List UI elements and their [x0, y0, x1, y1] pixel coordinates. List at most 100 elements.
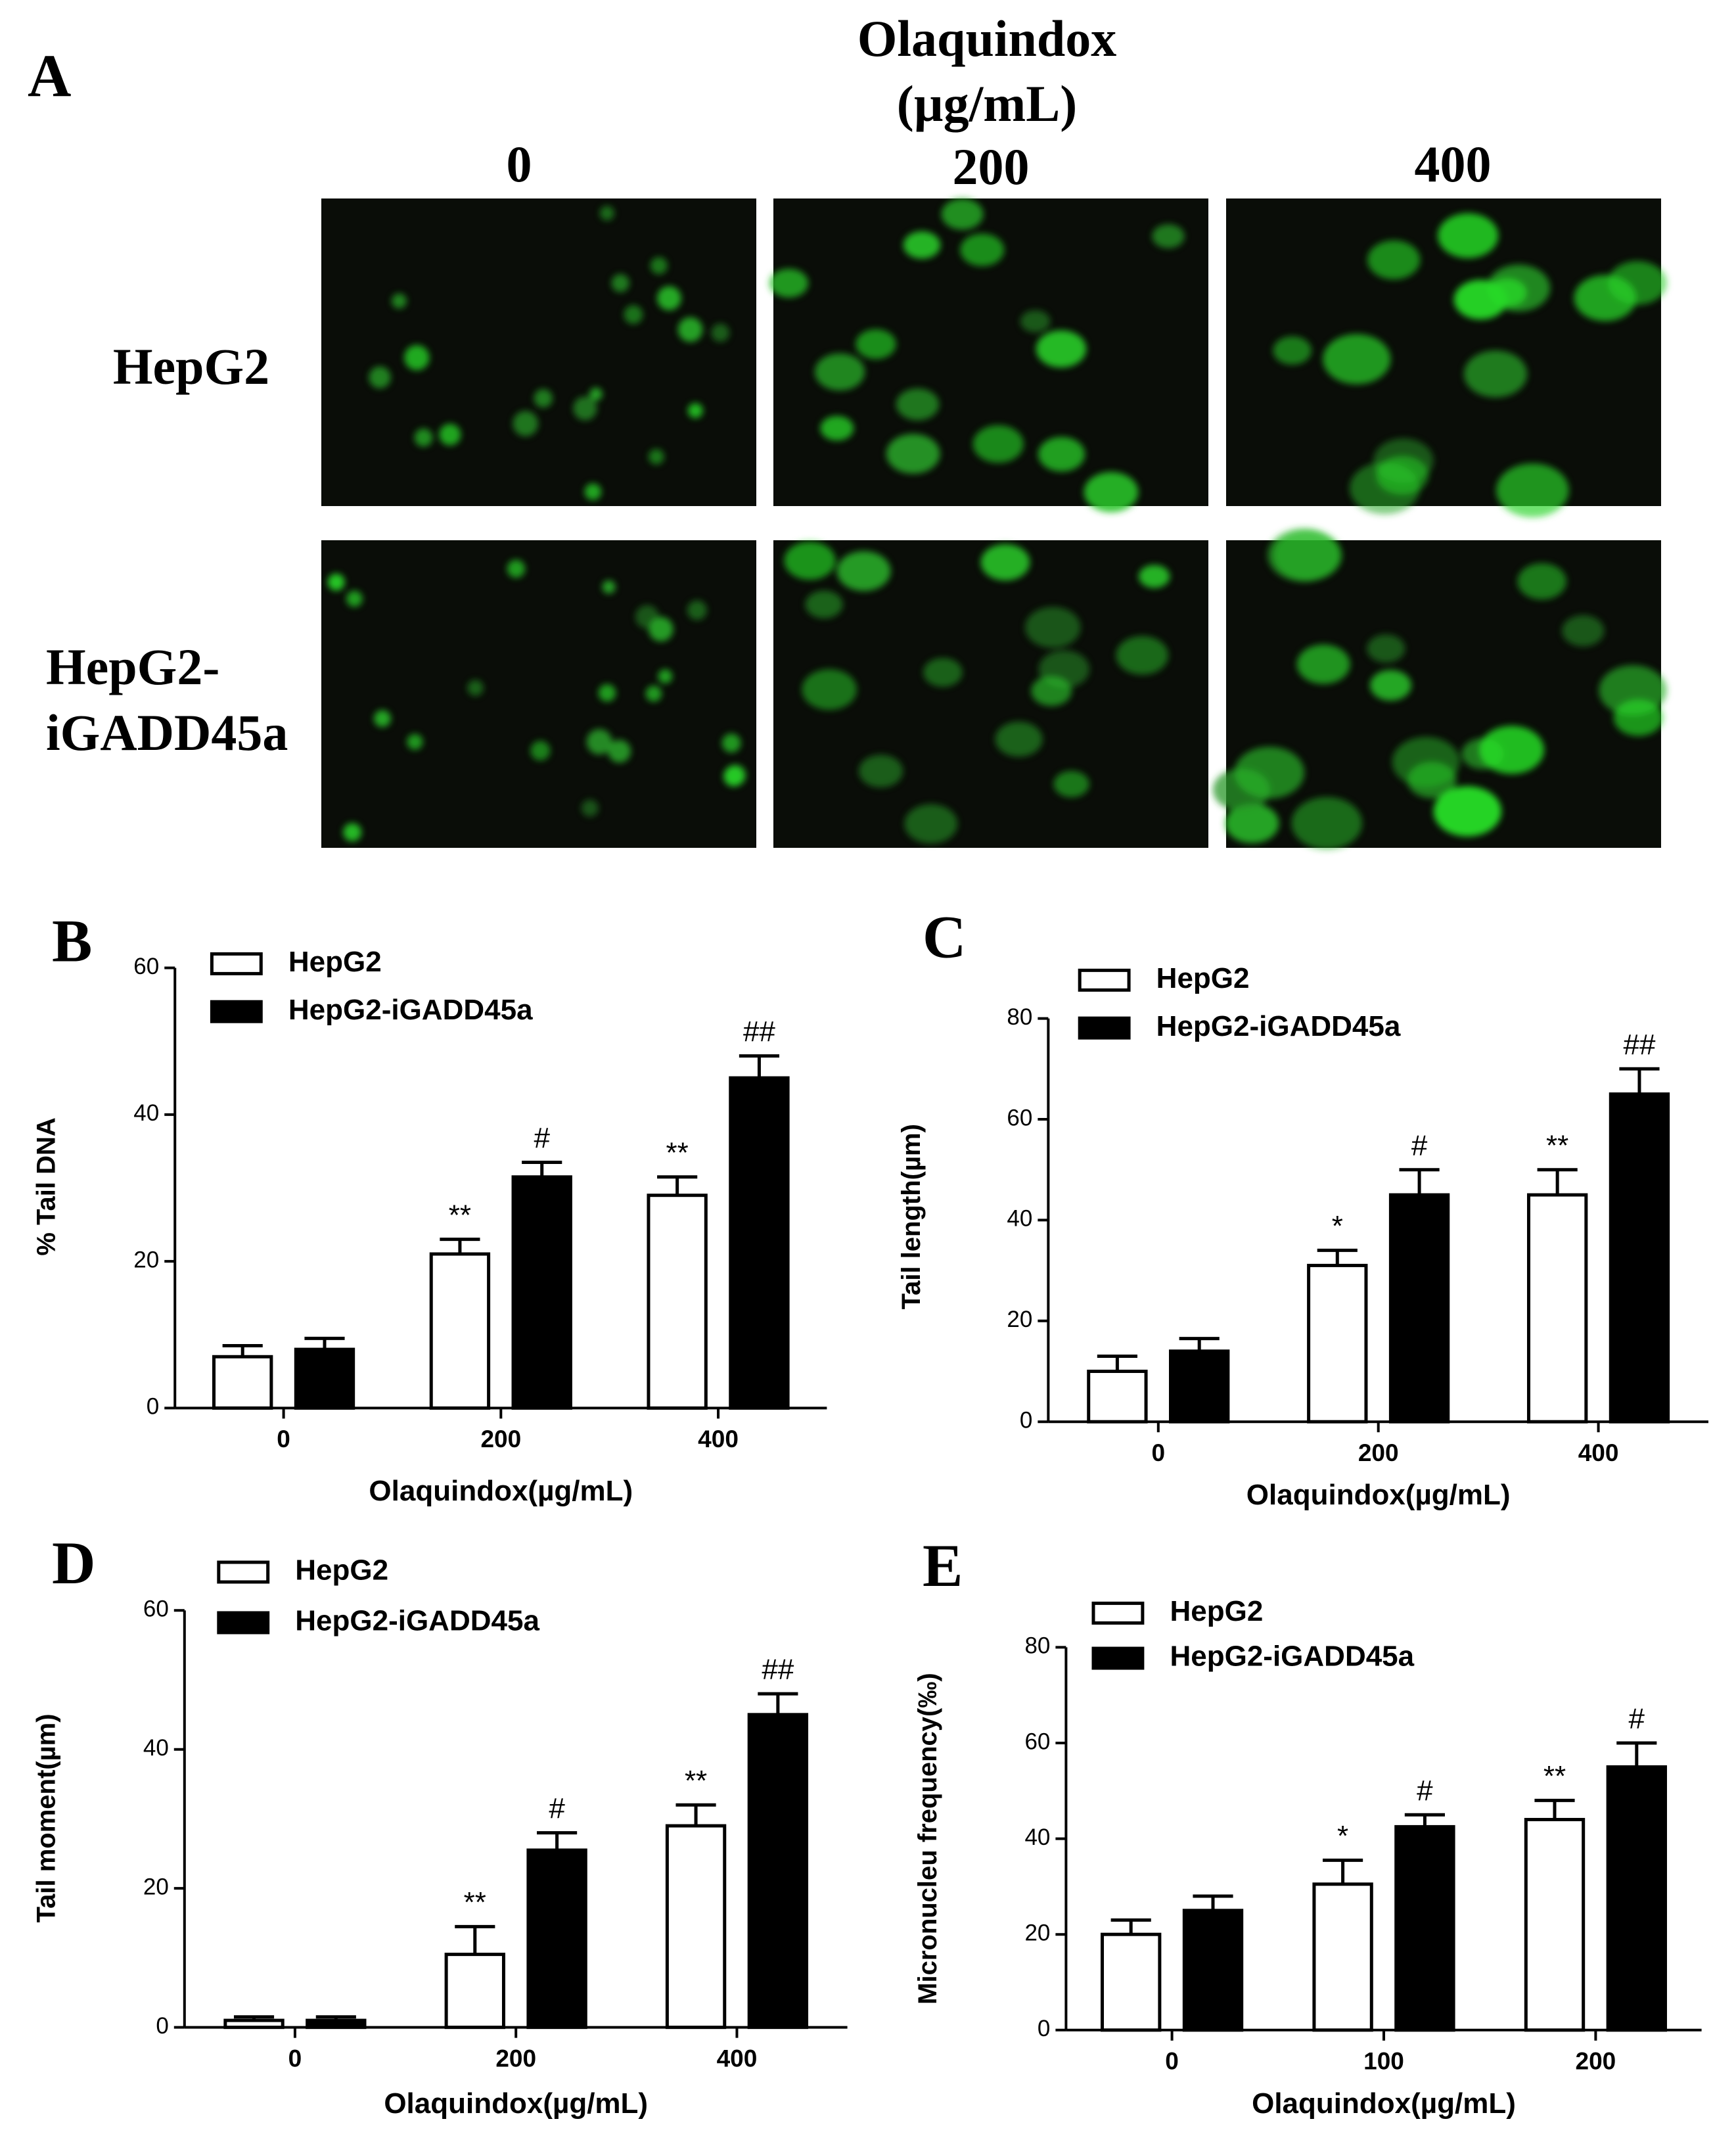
cell	[814, 353, 865, 391]
bar	[1307, 1263, 1368, 1424]
micrograph-background	[321, 198, 756, 506]
significance-label: #	[1629, 1703, 1645, 1735]
y-tick-label: 40	[1024, 1824, 1050, 1850]
cell	[327, 573, 345, 591]
row-label: iGADD45a	[46, 704, 288, 761]
bar	[444, 1953, 505, 2030]
legend-swatch	[210, 952, 263, 975]
bar	[1609, 1092, 1670, 1424]
cell	[598, 684, 616, 702]
cell	[687, 403, 703, 419]
cell	[1517, 563, 1566, 600]
y-tick-label: 20	[133, 1247, 159, 1272]
y-tick-label: 40	[1007, 1206, 1032, 1232]
significance-label: **	[1543, 1760, 1566, 1792]
legend-swatch	[217, 1560, 270, 1584]
y-axis-label: Tail length(µm)	[897, 1124, 926, 1309]
cell	[687, 600, 707, 620]
cells	[327, 559, 746, 842]
cell	[507, 559, 526, 578]
x-tick-label: 200	[480, 1426, 521, 1452]
cell	[972, 425, 1024, 463]
y-tick-label: 40	[143, 1735, 169, 1761]
x-tick-label: 0	[1165, 2048, 1179, 2075]
x-axis-label: Olaquindox(µg/mL)	[1246, 1479, 1511, 1511]
cell	[1084, 472, 1139, 513]
bar	[1182, 1909, 1244, 2032]
cell	[599, 206, 614, 221]
x-axis-label: Olaquindox(µg/mL)	[369, 1475, 633, 1507]
cell	[649, 449, 664, 465]
bar	[647, 1194, 708, 1410]
cell	[1323, 334, 1391, 384]
panel-label: A	[28, 42, 71, 109]
cell	[650, 257, 668, 275]
cell	[960, 233, 1005, 266]
cell	[1392, 737, 1460, 787]
x-axis-label: Olaquindox(µg/mL)	[1252, 2087, 1516, 2120]
bar	[306, 2018, 367, 2030]
y-tick-label: 40	[133, 1100, 159, 1126]
cell	[589, 387, 603, 401]
legend-label: HepG2	[295, 1554, 388, 1587]
bar	[526, 1848, 587, 2030]
cell	[923, 657, 963, 687]
bar	[1101, 1932, 1162, 2032]
cell	[1376, 455, 1428, 495]
cell	[1613, 699, 1664, 736]
x-tick-label: 400	[717, 2045, 758, 2072]
y-tick-label: 60	[143, 1596, 169, 1621]
cell	[820, 415, 854, 441]
cell	[1038, 436, 1085, 472]
panel-label: D	[52, 1529, 95, 1596]
legend-label: HepG2-iGADD45a	[1170, 1640, 1414, 1673]
bar	[223, 2018, 285, 2030]
cell	[725, 764, 746, 786]
cell	[1562, 615, 1605, 647]
bar	[665, 1824, 727, 2030]
column-label: 200	[953, 138, 1030, 195]
significance-label: **	[666, 1136, 689, 1169]
y-axis-label: % Tail DNA	[32, 1117, 60, 1255]
x-tick-label: 0	[1152, 1439, 1166, 1466]
y-tick-label: 60	[1024, 1729, 1050, 1754]
cell	[903, 231, 941, 259]
panel-label: C	[923, 903, 966, 970]
cell	[1433, 786, 1501, 837]
cell	[602, 580, 616, 594]
cell	[414, 428, 433, 447]
cell	[391, 293, 407, 309]
cell	[1234, 747, 1305, 799]
significance-label: ##	[1623, 1029, 1655, 1061]
cell	[1574, 275, 1637, 321]
cells	[1212, 528, 1667, 850]
cell	[1268, 528, 1340, 582]
y-tick-label: 0	[156, 2013, 168, 2039]
x-tick-label: 0	[277, 1426, 290, 1452]
cell	[467, 680, 484, 696]
cell	[1496, 463, 1569, 518]
cell	[1291, 797, 1363, 850]
legend-swatch	[1091, 1646, 1145, 1670]
significance-label: **	[685, 1765, 707, 1797]
bar	[294, 1347, 355, 1410]
cell	[896, 388, 940, 421]
micrograph	[321, 198, 756, 506]
y-tick-label: 60	[1007, 1105, 1032, 1130]
panel-title: Olaquindox	[857, 10, 1117, 67]
cell	[581, 799, 599, 817]
significance-label: ##	[743, 1015, 775, 1048]
cells	[369, 206, 730, 501]
cell	[343, 823, 362, 842]
y-tick-label: 0	[1020, 1407, 1032, 1433]
cell	[1367, 240, 1421, 280]
y-tick-label: 20	[143, 1874, 169, 1899]
legend-label: HepG2	[1170, 1595, 1263, 1627]
panel-unit: (µg/mL)	[897, 75, 1078, 132]
cell	[369, 366, 391, 388]
cell	[1370, 670, 1411, 701]
cell	[1296, 644, 1350, 684]
cell	[980, 544, 1030, 581]
significance-label: #	[1411, 1129, 1428, 1161]
